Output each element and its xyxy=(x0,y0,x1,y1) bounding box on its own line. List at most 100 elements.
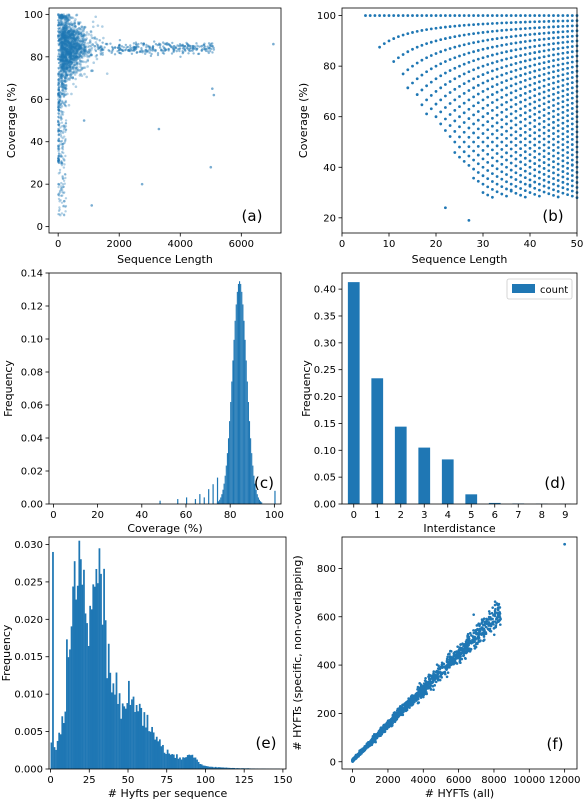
data-point xyxy=(73,38,77,41)
data-point xyxy=(84,33,88,37)
data-point xyxy=(60,43,64,46)
data-point xyxy=(71,29,74,32)
data-point xyxy=(481,73,485,76)
x-tick-label: 9 xyxy=(562,510,568,521)
data-point xyxy=(547,140,551,144)
data-point xyxy=(79,68,83,72)
histogram-bar xyxy=(244,339,246,504)
data-point xyxy=(61,53,65,56)
data-point xyxy=(570,127,574,131)
data-point xyxy=(62,69,66,73)
x-tick-label: 2000 xyxy=(106,239,131,250)
data-point xyxy=(78,21,81,25)
panel-d-tag: (d) xyxy=(544,474,565,492)
data-point xyxy=(533,137,537,141)
data-point xyxy=(561,186,565,190)
data-point xyxy=(89,44,93,48)
data-point xyxy=(59,58,63,62)
data-point xyxy=(73,70,76,74)
data-point xyxy=(65,28,69,32)
data-point xyxy=(60,36,63,40)
data-point xyxy=(374,734,378,737)
data-point xyxy=(60,46,63,50)
data-point xyxy=(392,14,396,17)
data-point xyxy=(369,739,372,743)
data-point xyxy=(491,187,494,191)
data-point xyxy=(63,56,66,59)
data-point xyxy=(556,140,560,144)
data-point xyxy=(538,68,541,72)
data-point xyxy=(60,101,63,104)
data-point xyxy=(119,52,123,55)
data-point xyxy=(509,133,513,137)
histogram-bar xyxy=(219,499,221,504)
data-point xyxy=(67,63,70,66)
data-point xyxy=(63,39,67,42)
histogram-bar xyxy=(165,753,167,769)
data-point xyxy=(64,23,67,27)
x-tick-label: 100 xyxy=(196,775,215,786)
data-point xyxy=(514,34,518,38)
data-point xyxy=(566,151,569,154)
data-point xyxy=(63,25,67,29)
data-point xyxy=(552,182,555,186)
data-point xyxy=(500,88,504,92)
data-point xyxy=(60,43,63,47)
data-point xyxy=(420,88,424,92)
data-point xyxy=(62,71,65,75)
data-point xyxy=(65,65,68,69)
data-point xyxy=(63,49,67,53)
data-point xyxy=(481,106,485,110)
data-point xyxy=(70,60,73,64)
data-point xyxy=(86,65,89,68)
data-point xyxy=(500,162,504,166)
data-point xyxy=(447,664,450,668)
data-point xyxy=(68,22,72,26)
histogram-bar xyxy=(118,693,121,769)
data-point xyxy=(523,20,527,24)
data-point xyxy=(475,628,479,631)
data-point xyxy=(71,45,74,48)
data-point xyxy=(62,125,66,129)
data-point xyxy=(538,122,541,126)
data-point xyxy=(561,100,565,104)
data-point xyxy=(182,47,185,50)
data-point xyxy=(519,54,522,57)
data-point xyxy=(472,131,475,135)
data-point xyxy=(505,136,508,140)
data-point xyxy=(57,74,61,78)
data-point xyxy=(420,73,424,77)
data-point xyxy=(74,41,78,45)
data-point xyxy=(491,14,494,17)
data-point xyxy=(538,146,541,150)
y-tick-label: 100 xyxy=(24,10,43,21)
data-point xyxy=(67,60,71,63)
data-point xyxy=(80,27,83,31)
data-point xyxy=(80,60,84,63)
x-tick-label: 0 xyxy=(47,775,53,786)
data-point xyxy=(491,37,494,41)
histogram-bar xyxy=(79,559,82,769)
data-point xyxy=(429,107,433,111)
data-point xyxy=(445,675,449,679)
histogram-bar xyxy=(64,711,67,769)
data-point xyxy=(528,20,532,24)
data-point xyxy=(481,22,485,26)
data-point xyxy=(547,146,551,150)
data-point xyxy=(472,149,475,153)
data-point xyxy=(523,72,527,76)
data-point xyxy=(481,191,485,194)
data-point xyxy=(533,180,537,184)
data-point xyxy=(62,62,66,66)
x-tick-label: 40 xyxy=(524,239,537,250)
data-point xyxy=(542,55,546,59)
data-point xyxy=(59,41,62,44)
data-point xyxy=(80,47,83,50)
data-point xyxy=(201,47,204,51)
data-point xyxy=(102,36,105,40)
data-point xyxy=(64,64,68,67)
outlier-point xyxy=(563,542,567,546)
data-point xyxy=(570,179,574,183)
data-point xyxy=(68,15,71,18)
data-point xyxy=(547,180,551,184)
